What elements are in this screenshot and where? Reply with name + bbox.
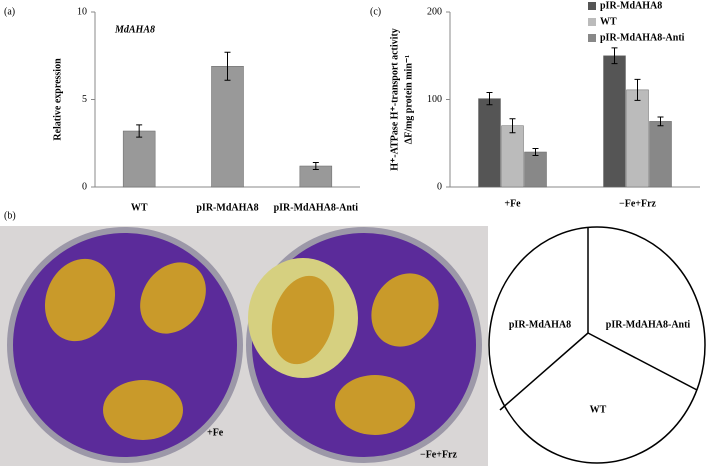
y-tick-label: 10: [77, 6, 87, 17]
y-tick-label: 200: [427, 6, 442, 17]
x-tick-label: +Fe: [504, 198, 521, 209]
error-bar: [634, 78, 641, 101]
legend-swatch: [588, 2, 596, 10]
legend-label: WT: [600, 16, 617, 27]
plate-label: −Fe+Frz: [420, 449, 457, 460]
legend-label: pIR-MdAHA8-Anti: [600, 32, 685, 43]
plate-label: +Fe: [207, 427, 224, 438]
panel-label: (a): [4, 6, 15, 17]
x-tick-label: −Fe+Frz: [619, 198, 656, 209]
bar: [649, 121, 672, 188]
sector-label: pIR-MdAHA8-Anti: [606, 319, 691, 330]
error-bar: [657, 116, 664, 127]
photo: [0, 226, 488, 466]
bar: [603, 55, 626, 188]
chart-title: MdAHA8: [114, 24, 155, 35]
y-axis-label: H⁺-ATPase H⁺-transport activity: [389, 28, 400, 171]
legend-swatch: [588, 18, 596, 26]
sector-label: WT: [590, 404, 607, 415]
panel-label: (b): [4, 210, 16, 221]
error-bar: [224, 51, 231, 81]
y-tick-label: 0: [82, 181, 87, 192]
y-axis-label: ΔF/mg protein min⁻¹: [403, 55, 414, 144]
error-bar: [532, 148, 539, 156]
sector-label: pIR-MdAHA8: [509, 319, 571, 330]
error-bar: [486, 92, 493, 106]
bar: [501, 125, 524, 188]
error-bar: [312, 162, 319, 170]
bar: [626, 89, 649, 188]
x-tick-label: pIR-MdAHA8-Anti: [274, 202, 359, 213]
bar: [211, 66, 244, 188]
y-tick-label: 100: [427, 94, 442, 105]
y-tick-label: 0: [437, 181, 442, 192]
legend-label: pIR-MdAHA8: [600, 0, 662, 11]
x-tick-label: WT: [131, 202, 148, 213]
error-bar: [611, 47, 618, 65]
bar: [122, 130, 156, 188]
error-bar: [136, 124, 143, 138]
bar: [524, 151, 547, 188]
diagram: [488, 226, 706, 464]
bar: [478, 98, 501, 188]
x-tick-label: pIR-MdAHA8: [196, 202, 258, 213]
legend-swatch: [588, 34, 596, 42]
panel-label: (c): [370, 6, 381, 17]
y-tick-label: 5: [82, 94, 87, 105]
error-bar: [509, 118, 516, 134]
y-axis-label: Relative expression: [52, 58, 63, 141]
